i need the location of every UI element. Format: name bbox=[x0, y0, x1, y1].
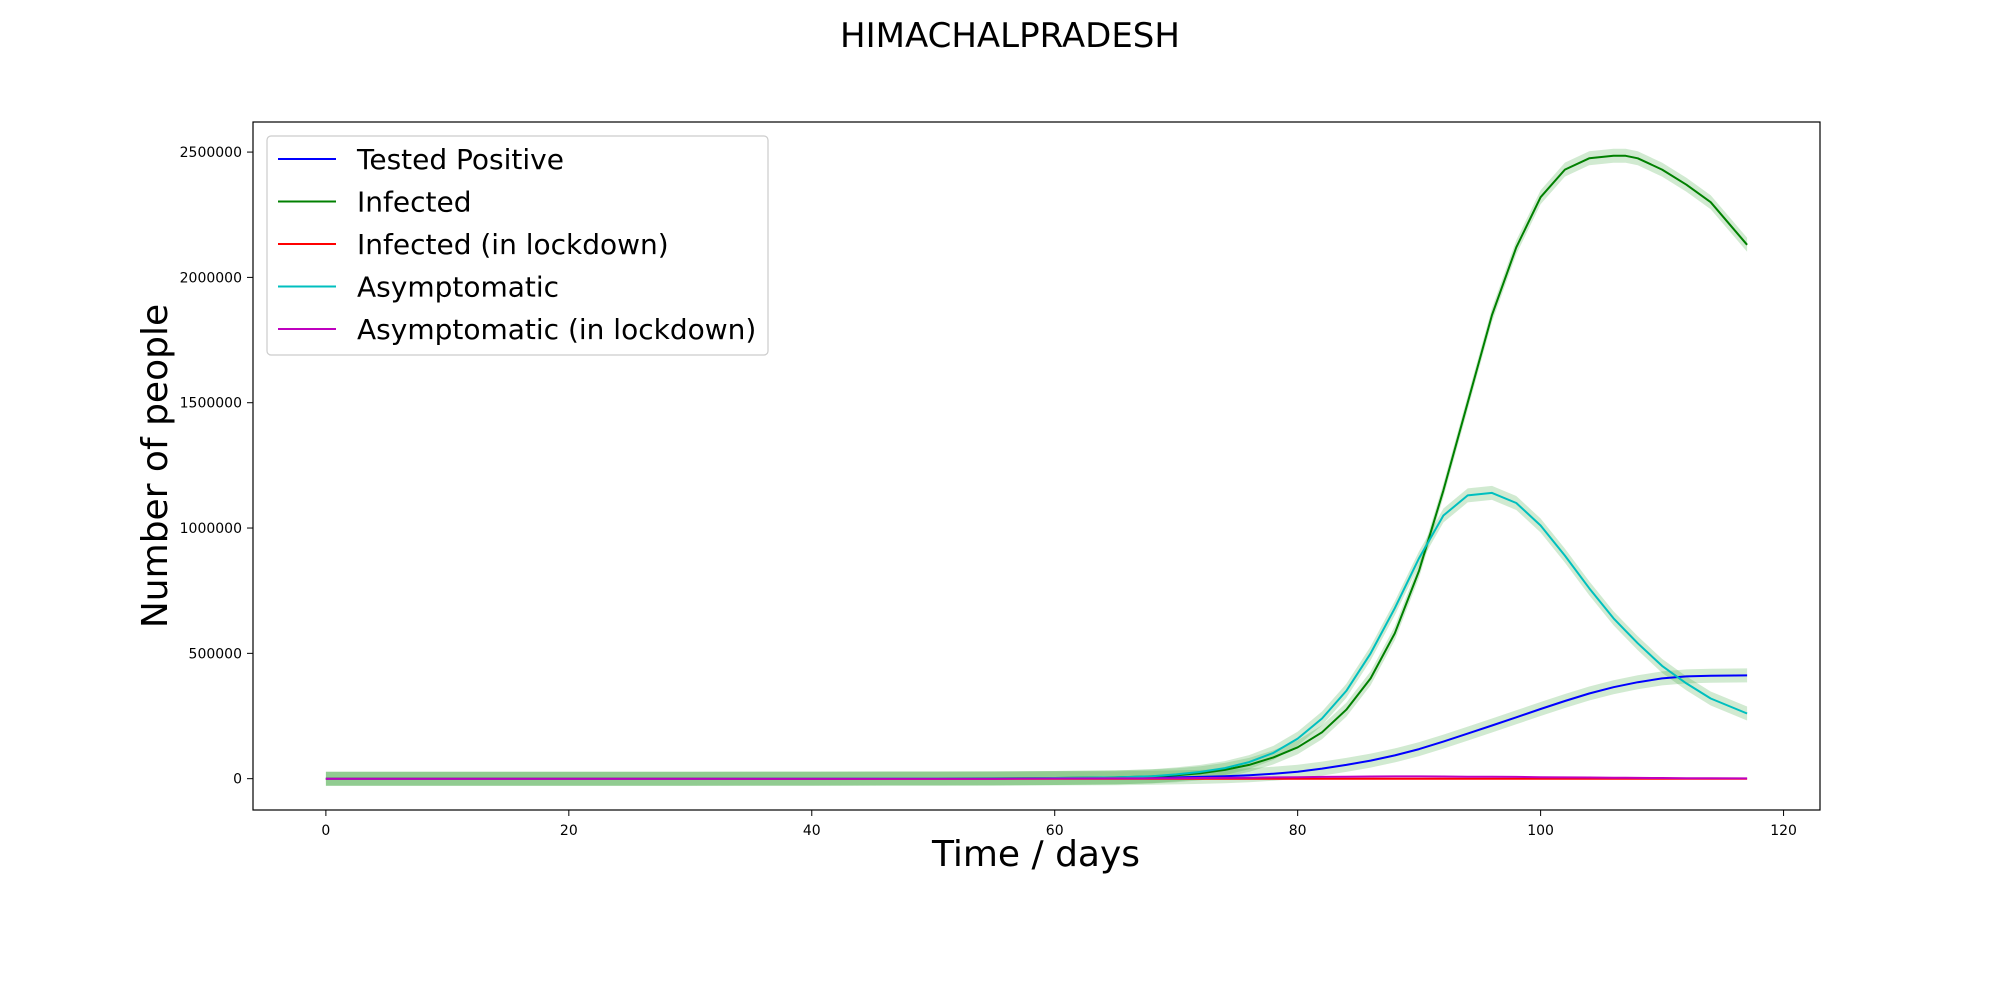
legend-label-asymptomatic-in-lockdown: Asymptomatic (in lockdown) bbox=[357, 313, 756, 346]
series-line-tested-positive bbox=[325, 674, 1748, 780]
legend-label-infected: Infected bbox=[357, 186, 471, 219]
band-asymptomatic bbox=[325, 485, 1748, 786]
y-tick-label: 500000 bbox=[189, 646, 242, 662]
series-line-asymptomatic-in-lockdown bbox=[325, 775, 1748, 780]
x-axis-label: Time / days bbox=[931, 834, 1140, 875]
x-tick-label: 0 bbox=[321, 823, 330, 839]
y-tick-label: 0 bbox=[233, 772, 242, 788]
y-tick-label: 2500000 bbox=[180, 145, 242, 161]
legend-label-tested-positive: Tested Positive bbox=[356, 143, 564, 176]
y-tick-label: 1500000 bbox=[180, 396, 242, 412]
x-tick-label: 40 bbox=[803, 823, 821, 839]
x-axis-ticks: 0 20 40 60 80 100 120 bbox=[321, 810, 1797, 839]
x-tick-label: 80 bbox=[1289, 823, 1307, 839]
x-tick-label: 60 bbox=[1046, 823, 1064, 839]
legend: Tested Positive Infected Infected (in lock… bbox=[266, 135, 769, 356]
legend-label-asymptomatic: Asymptomatic bbox=[357, 271, 559, 304]
x-tick-label: 100 bbox=[1527, 823, 1554, 839]
y-tick-label: 2000000 bbox=[180, 270, 242, 286]
plot-frame bbox=[252, 121, 1821, 811]
x-tick-label: 120 bbox=[1770, 823, 1797, 839]
chart-title: HIMACHALPRADESH bbox=[840, 16, 1180, 56]
series-line-asymptomatic bbox=[325, 491, 1748, 780]
band-tested-positive bbox=[325, 668, 1748, 786]
y-axis-label: Number of people bbox=[135, 304, 176, 628]
plot-area bbox=[252, 121, 1821, 811]
series-lines bbox=[325, 154, 1748, 780]
x-tick-label: 20 bbox=[560, 823, 578, 839]
legend-label-infected-in-lockdown: Infected (in lockdown) bbox=[357, 228, 669, 261]
y-tick-label: 1000000 bbox=[180, 521, 242, 537]
y-axis-ticks: 0 500000 1000000 1500000 2000000 2500000 bbox=[180, 145, 253, 788]
legend-box bbox=[266, 135, 769, 356]
